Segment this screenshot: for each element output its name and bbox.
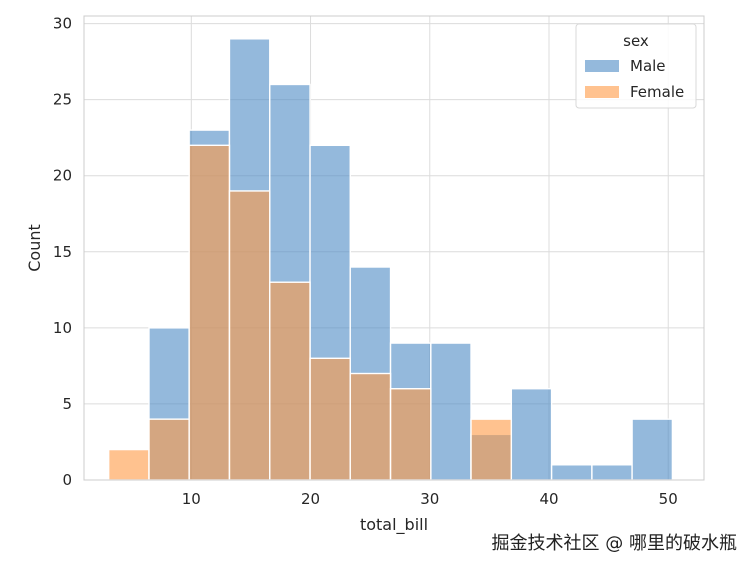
y-tick-label: 5 xyxy=(62,395,72,413)
bar-female xyxy=(228,190,271,481)
y-tick-label: 25 xyxy=(53,91,72,109)
y-tick-label: 10 xyxy=(53,319,72,337)
axis-tick-labels: 10 20 30 40 50 0 5 10 15 20 25 30 xyxy=(53,15,678,508)
bar-female xyxy=(470,418,513,481)
legend-label-male: Male xyxy=(630,57,666,75)
x-tick-label: 50 xyxy=(659,490,678,508)
bar-male xyxy=(631,418,674,481)
x-tick-label: 40 xyxy=(539,490,558,508)
bar-male xyxy=(550,464,593,481)
bar-female xyxy=(188,144,231,481)
y-tick-label: 30 xyxy=(53,15,72,33)
bar-male xyxy=(430,342,472,481)
bar-female xyxy=(148,418,190,481)
bar-female xyxy=(349,372,392,481)
legend: sex Male Female xyxy=(575,23,697,109)
x-tick-label: 20 xyxy=(301,490,320,508)
bar-male xyxy=(591,464,633,481)
legend-swatch-female xyxy=(585,86,619,98)
bar-female xyxy=(309,357,351,481)
x-axis-label: total_bill xyxy=(360,515,428,535)
x-tick-label: 10 xyxy=(182,490,201,508)
legend-label-female: Female xyxy=(630,83,684,101)
y-tick-label: 15 xyxy=(53,243,72,261)
plot-frame xyxy=(83,15,705,481)
y-tick-label: 0 xyxy=(62,471,72,489)
bar-female xyxy=(389,388,432,481)
legend-swatch-male xyxy=(585,60,619,72)
bar-female xyxy=(107,448,150,481)
bar-male xyxy=(510,388,553,481)
watermark: 掘金技术社区 @ 哪里的破水瓶 xyxy=(492,533,737,554)
histogram-bars xyxy=(107,38,674,481)
legend-title: sex xyxy=(623,32,649,50)
bar-female xyxy=(269,281,311,481)
y-axis-label: Count xyxy=(25,224,44,272)
y-tick-label: 20 xyxy=(53,167,72,185)
x-tick-label: 30 xyxy=(420,490,439,508)
